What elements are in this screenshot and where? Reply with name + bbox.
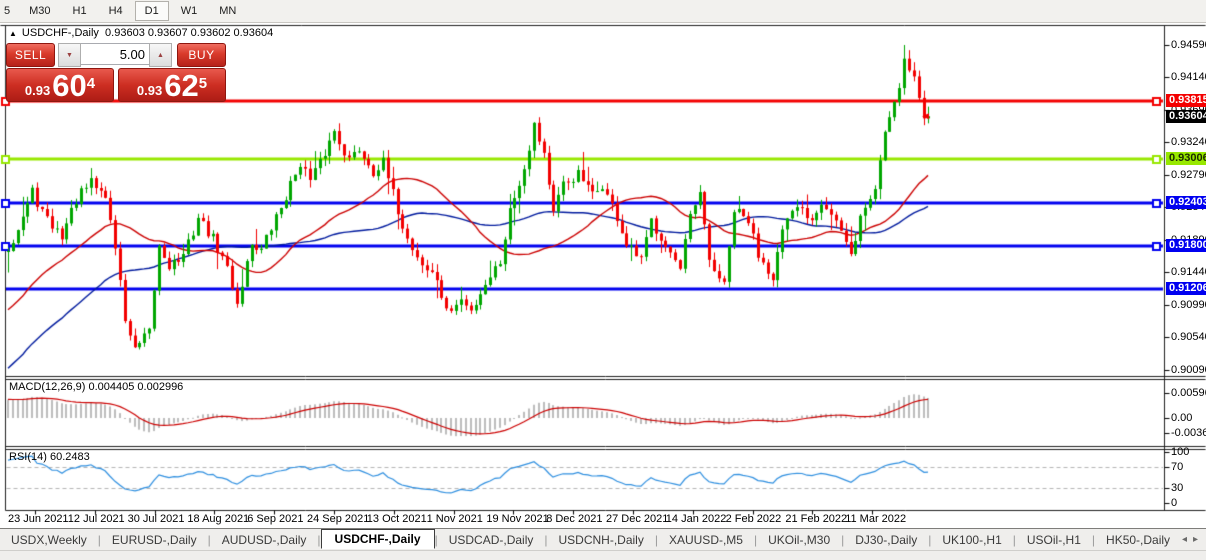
date-axis-label: 21 Feb 2022 (785, 513, 848, 525)
chart-tab-usdx-weekly[interactable]: USDX,Weekly (11, 532, 87, 547)
tab-scroll-left-icon[interactable]: ◂ (1181, 534, 1187, 545)
macd-values: 0.004405 0.002996 (88, 381, 184, 393)
tab-separator: | (753, 532, 758, 547)
rsi-panel-splitter[interactable] (0, 444, 1206, 450)
rsi-axis-tick: 100 (1171, 446, 1190, 458)
tab-separator: | (841, 532, 845, 547)
rsi-value: 60.2483 (49, 451, 90, 463)
date-axis-label: 13 Oct 2021 (366, 513, 427, 525)
timeframe-toolbar: 5 M30 H1 H4 D1 W1 MN (0, 0, 1206, 23)
chart-tab-usdcnh-daily[interactable]: USDCNH-,Daily (558, 532, 644, 547)
tab-separator: | (1012, 532, 1016, 547)
price-line-label: 0.91800 (1166, 239, 1206, 253)
date-axis-label: 6 Sep 2021 (247, 513, 304, 525)
buy-price-point: 5 (198, 75, 208, 92)
chart-tab-usoil-h1[interactable]: USOil-,H1 (1026, 532, 1081, 547)
chart-tab-bar: USDX,Weekly | EURUSD-,Daily | AUDUSD-,Daily |… (0, 528, 1206, 550)
date-axis-label: 30 Jul 2021 (127, 513, 185, 525)
macd-name: MACD(12,26,9) (9, 381, 86, 393)
status-strip (0, 550, 1206, 560)
rsi-indicator-label: RSI(14) 60.2483 (9, 451, 90, 463)
buy-price-box[interactable]: 0.93 62 5 (118, 68, 226, 102)
date-axis-label: 14 Jan 2022 (665, 513, 727, 525)
sell-price-point: 4 (86, 75, 96, 92)
date-axis-label: 11 Mar 2022 (845, 513, 907, 525)
sell-price-box[interactable]: 0.93 60 4 (6, 68, 114, 102)
timeframe-button-mn[interactable]: MN (219, 5, 237, 17)
date-axis-label: 1 Nov 2021 (426, 513, 483, 525)
collapse-chart-icon[interactable]: ▲ (9, 29, 17, 38)
tab-separator: | (544, 532, 548, 547)
volume-increase-button[interactable]: ▲ (149, 43, 172, 67)
chart-symbol-label: USDCHF-,Daily (21, 27, 99, 39)
volume-decrease-button[interactable]: ▼ (58, 43, 81, 67)
price-line-label: 0.92403 (1166, 195, 1206, 209)
rsi-axis-tick: 0 (1171, 497, 1178, 509)
macd-axis-tick: 0.00 (1171, 412, 1193, 424)
sell-button[interactable]: SELL (6, 43, 55, 67)
macd-axis-tick: 0.005963 (1171, 386, 1206, 399)
macd-axis-tick: -0.003664 (1171, 427, 1206, 440)
buy-button[interactable]: BUY (177, 43, 226, 67)
macd-indicator-label: MACD(12,26,9) 0.004405 0.002996 (9, 381, 183, 393)
sell-price-prefix: 0.93 (24, 83, 51, 98)
chevron-up-icon: ▲ (157, 51, 164, 59)
rsi-axis-tick: 30 (1171, 481, 1184, 494)
rsi-name: RSI(14) (9, 451, 47, 463)
chart-tab-audusd-daily[interactable]: AUDUSD-,Daily (221, 532, 307, 547)
chevron-down-icon: ▼ (66, 51, 73, 59)
chart-tab-xauusd-m5[interactable]: XAUUSD-,M5 (668, 532, 743, 547)
price-line-label: 0.93006 (1166, 152, 1206, 166)
chart-tab-ukoil-m30[interactable]: UKOil-,M30 (768, 532, 831, 547)
buy-price-prefix: 0.93 (136, 83, 163, 98)
buy-price-pips: 62 (164, 68, 199, 103)
tab-separator: | (317, 532, 321, 547)
chart-tab-eurusd-daily[interactable]: EURUSD-,Daily (111, 532, 197, 547)
chart-tab-uk100-h1[interactable]: UK100-,H1 (942, 532, 1002, 547)
chart-tab-usdchf-daily[interactable]: USDCHF-,Daily (320, 528, 435, 549)
sell-price-pips: 60 (52, 68, 87, 103)
price-line-label: 0.93815 (1166, 93, 1206, 107)
date-axis-label: 27 Dec 2021 (606, 513, 669, 525)
price-line-label: 0.91206 (1166, 282, 1206, 296)
date-axis-label: 2 Feb 2022 (725, 513, 782, 525)
volume-input[interactable] (81, 43, 149, 65)
timeframe-button-5[interactable]: 5 (4, 5, 11, 17)
tab-separator: | (928, 532, 932, 547)
chart-tab-usdcad-daily[interactable]: USDCAD-,Daily (448, 532, 534, 547)
current-price-label: 0.93604 (1166, 110, 1206, 124)
tab-separator: | (1091, 532, 1096, 547)
chart-tab-dj30-daily[interactable]: DJ30-,Daily (855, 532, 918, 547)
date-axis-label: 12 Jul 2021 (67, 513, 125, 525)
timeframe-button-m30[interactable]: M30 (29, 5, 51, 17)
timeframe-button-h1[interactable]: H1 (72, 5, 87, 17)
tab-scroll-right-icon[interactable]: ▸ (1192, 534, 1198, 545)
date-axis-label: 19 Nov 2021 (486, 513, 549, 525)
tab-separator: | (654, 532, 658, 547)
rsi-axis-tick: 70 (1171, 461, 1184, 474)
chart-title: ▲ USDCHF-,Daily 0.93603 0.93607 0.93602 0… (9, 27, 273, 39)
tab-separator: | (207, 532, 211, 547)
date-axis-label: 24 Sep 2021 (307, 513, 370, 525)
timeframe-button-w1[interactable]: W1 (180, 5, 198, 17)
timeframe-button-d1[interactable]: D1 (134, 1, 169, 21)
tab-separator: | (434, 532, 438, 547)
chart-tab-hk50-daily[interactable]: HK50-,Daily (1106, 532, 1171, 547)
date-axis-label: 23 Jun 2021 (8, 513, 69, 525)
tab-separator: | (97, 532, 101, 547)
macd-panel-splitter[interactable] (0, 374, 1206, 380)
date-axis-label: 18 Aug 2021 (187, 513, 250, 525)
date-axis-label: 8 Dec 2021 (546, 513, 603, 525)
chart-ohlc-readout: 0.93603 0.93607 0.93602 0.93604 (105, 27, 274, 39)
timeframe-button-h4[interactable]: H4 (108, 5, 123, 17)
one-click-trading-panel: SELL ▼ ▲ BUY 0.93 60 4 0.93 62 5 (6, 43, 226, 102)
